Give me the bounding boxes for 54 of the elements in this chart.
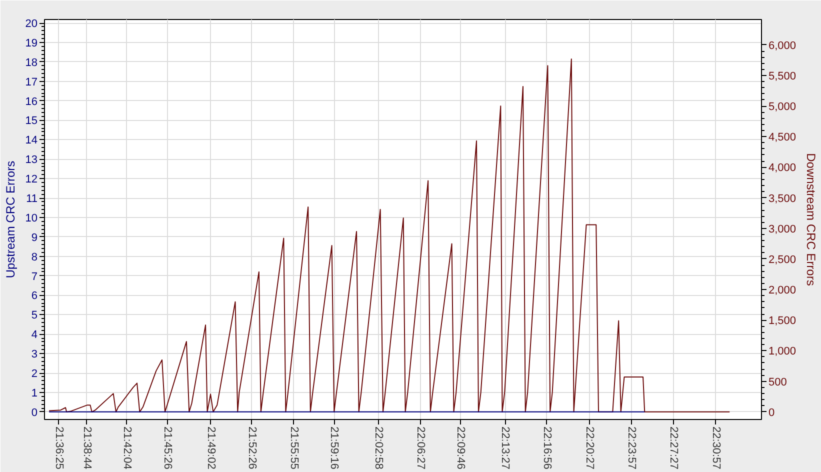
y-tick-label: 5 xyxy=(31,310,38,322)
y-tick-label: 14 xyxy=(25,134,38,147)
x-tick-label: 21:59:16 xyxy=(328,426,340,470)
x-tick-label: 22:13:27 xyxy=(499,426,512,470)
y-tick-label: 4 xyxy=(31,329,38,342)
y2-tick-label: 0 xyxy=(768,406,775,419)
y-tick-label: 7 xyxy=(31,270,38,283)
x-tick-label: 21:42:04 xyxy=(120,426,133,470)
x-tick-label: 21:38:44 xyxy=(80,426,93,470)
x-tick-label: 22:16:56 xyxy=(540,426,553,470)
x-tick-label: 22:02:58 xyxy=(372,426,385,470)
y-tick-label: 3 xyxy=(31,348,38,361)
y2-tick-label: 6,000 xyxy=(768,40,796,52)
x-tick-label: 22:30:57 xyxy=(710,426,722,470)
y-tick-label: 9 xyxy=(31,232,38,244)
y-tick-label: 6 xyxy=(31,290,38,302)
x-tick-label: 22:06:27 xyxy=(414,426,427,470)
y-tick-label: 10 xyxy=(25,212,38,224)
y2-tick-label: 1,500 xyxy=(768,315,796,328)
x-tick-label: 22:23:57 xyxy=(626,426,638,470)
x-tick-label: 21:45:26 xyxy=(162,426,174,470)
y-tick-label: 11 xyxy=(26,193,38,206)
y-tick-label: 1 xyxy=(31,387,38,400)
y-tick-label: 8 xyxy=(31,251,38,264)
y-tick-label: 15 xyxy=(25,115,38,128)
y-tick-label: 16 xyxy=(25,96,38,108)
x-tick-label: 22:20:27 xyxy=(583,426,596,470)
y-tick-label: 17 xyxy=(25,76,38,88)
y2-tick-label: 5,500 xyxy=(768,70,796,82)
y-tick-label: 12 xyxy=(25,174,38,186)
y-tick-label: 20 xyxy=(25,18,38,30)
y2-tick-label: 1,000 xyxy=(768,346,796,358)
x-tick-label: 21:36:25 xyxy=(52,426,65,470)
y-tick-label: 2 xyxy=(31,368,38,380)
x-tick-label: 22:09:46 xyxy=(454,426,467,470)
y-axis-title: Upstream CRC Errors xyxy=(3,160,18,278)
y2-tick-label: 500 xyxy=(768,376,787,388)
y2-axis-title: Downstream CRC Errors xyxy=(804,153,818,286)
x-tick-label: 21:55:55 xyxy=(288,426,300,470)
y2-tick-label: 4,500 xyxy=(768,132,796,144)
x-tick-label: 21:49:02 xyxy=(204,426,217,470)
line-series xyxy=(48,58,730,412)
y2-tick-label: 5,000 xyxy=(768,101,796,114)
y-tick-label: 0 xyxy=(31,406,38,419)
y2-tick-label: 4,000 xyxy=(768,162,796,174)
y2-tick-label: 2,500 xyxy=(768,254,796,266)
x-tick-label: 22:27:27 xyxy=(668,426,680,470)
y-tick-label: 13 xyxy=(25,154,38,166)
y2-tick-label: 2,000 xyxy=(768,284,796,297)
y-tick-label: 18 xyxy=(25,56,38,69)
y2-tick-label: 3,000 xyxy=(768,223,796,236)
y-tick-label: 19 xyxy=(25,37,38,50)
y2-tick-label: 3,500 xyxy=(768,192,796,205)
x-tick-label: 21:52:26 xyxy=(246,426,258,470)
